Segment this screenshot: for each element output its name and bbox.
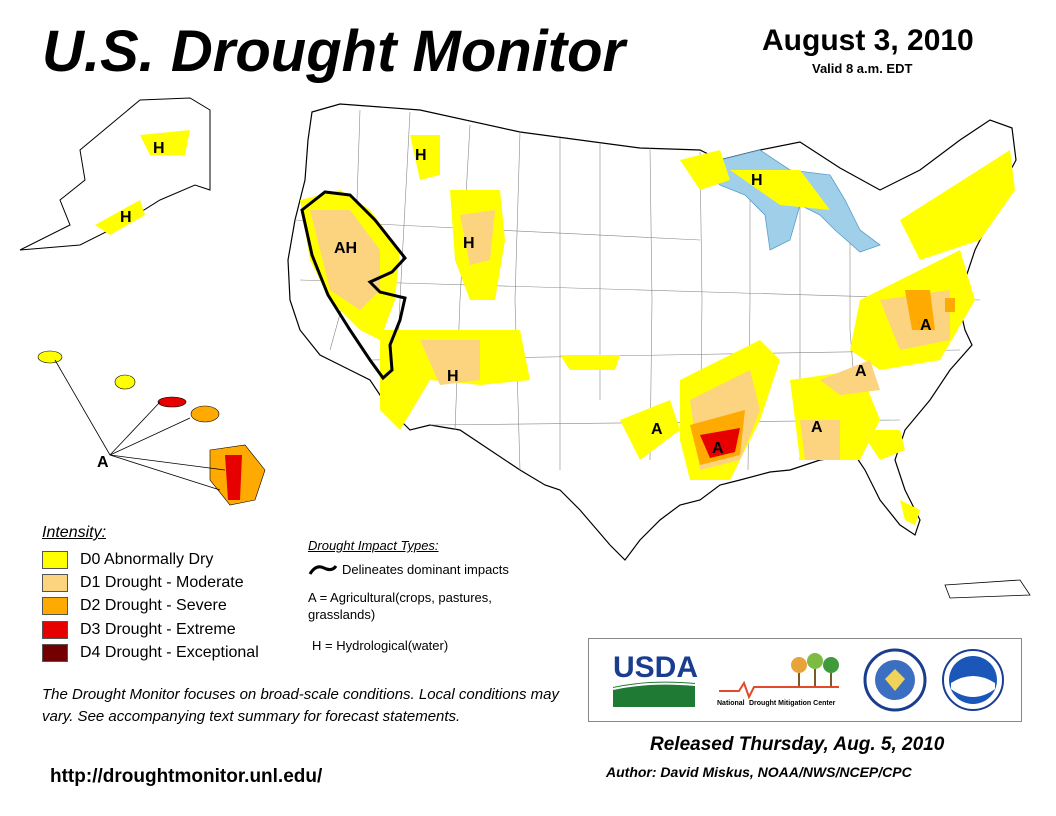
author: Author: David Miskus, NOAA/NWS/NCEP/CPC xyxy=(606,764,912,780)
legend-item-d4: D4 Drought - Exceptional xyxy=(42,643,259,663)
label-a-virginia: A xyxy=(920,317,932,334)
impact-labels: H H A H AH H H H A A A A A xyxy=(97,140,932,471)
label-h-utah: H xyxy=(447,368,459,385)
valid-time: Valid 8 a.m. EDT xyxy=(812,61,913,76)
legend-swatch-d2 xyxy=(42,597,68,615)
legend-label-d0: D0 Abnormally Dry xyxy=(80,551,214,568)
noaa-logo-icon xyxy=(942,649,1004,711)
site-url[interactable]: http://droughtmonitor.unl.edu/ xyxy=(50,766,323,787)
label-hawaii-a: A xyxy=(97,454,109,471)
hawaii xyxy=(37,350,266,506)
released-date: Released Thursday, Aug. 5, 2010 xyxy=(650,734,945,755)
legend-label-d4: D4 Drought - Exceptional xyxy=(80,644,259,661)
impact-line-icon xyxy=(308,565,338,575)
impact-line-label: Delineates dominant impacts xyxy=(342,562,509,577)
ndmc-logo: National Drought Mitigation Center xyxy=(717,653,839,707)
usda-logo: USDA xyxy=(612,651,698,707)
label-alaska-h2: H xyxy=(120,209,132,226)
label-h-wyoming: H xyxy=(463,235,475,252)
label-h-idaho: H xyxy=(415,147,427,164)
legend-label-d1: D1 Drought - Moderate xyxy=(80,574,244,591)
focus-note: The Drought Monitor focuses on broad-sca… xyxy=(42,686,559,725)
legend-swatch-d3 xyxy=(42,621,68,639)
label-a-alabama: A xyxy=(811,419,823,436)
legend-swatch-d0 xyxy=(42,551,68,569)
partner-logos: USDA National Drought Mitigation Center xyxy=(588,638,1022,722)
legend-item-d1: D1 Drought - Moderate xyxy=(42,573,244,593)
puerto-rico xyxy=(944,579,1031,599)
label-a-texas: A xyxy=(651,421,663,438)
ndmc-line1: National xyxy=(717,700,745,707)
logos-svg: USDA National Drought Mitigation Center xyxy=(612,648,1004,712)
hawaii-leaders xyxy=(54,359,226,491)
legend-item-d3: D3 Drought - Extreme xyxy=(42,620,236,640)
usda-text: USDA xyxy=(613,651,698,684)
legend-swatch-d4 xyxy=(42,644,68,662)
ndmc-line2: Drought Mitigation Center xyxy=(749,700,836,707)
legend-title: Intensity: xyxy=(42,524,107,541)
impact-delineation xyxy=(300,190,407,381)
label-a-louisiana: A xyxy=(712,440,724,457)
commerce-seal-icon xyxy=(863,648,927,712)
impact-agricultural: A = Agricultural(crops, pastures, grassl… xyxy=(308,590,492,622)
impact-hydrological: H = Hydrological(water) xyxy=(312,638,449,653)
label-a-tennessee: A xyxy=(855,363,867,380)
label-ah-oregon: AH xyxy=(334,240,357,257)
legend-label-d3: D3 Drought - Extreme xyxy=(80,621,236,638)
map-date: August 3, 2010 xyxy=(762,24,974,57)
legend-label-d2: D2 Drought - Severe xyxy=(80,597,227,614)
legend-item-d2: D2 Drought - Severe xyxy=(42,596,227,616)
map-title: U.S. Drought Monitor xyxy=(42,19,626,84)
legend-swatch-d1 xyxy=(42,574,68,592)
label-alaska-h1: H xyxy=(153,140,165,157)
drought-map: H H A H AH H H H A A A A A xyxy=(19,97,1031,599)
label-h-michigan: H xyxy=(751,172,763,189)
legend-item-d0: D0 Abnormally Dry xyxy=(42,550,213,570)
impact-types-title: Drought Impact Types: xyxy=(308,538,439,553)
d3-areas xyxy=(700,428,740,458)
